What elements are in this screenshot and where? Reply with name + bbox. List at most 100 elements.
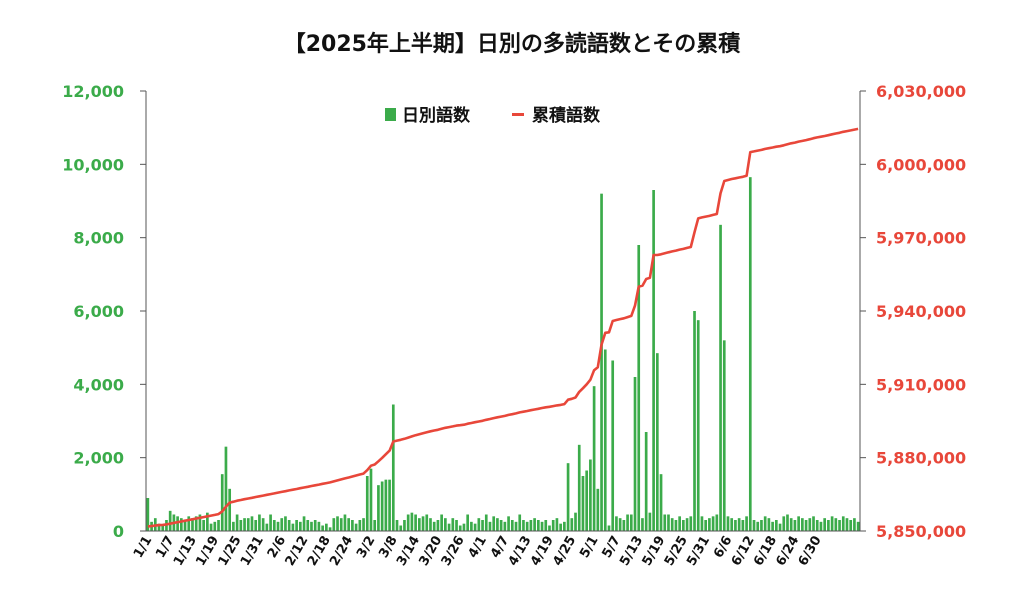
daily-words-bar (678, 516, 681, 531)
daily-words-bar (659, 474, 663, 531)
daily-words-bar (351, 520, 354, 531)
daily-words-bar (633, 377, 637, 531)
daily-words-bar (522, 520, 525, 531)
daily-words-bar (313, 520, 317, 531)
daily-words-bar (726, 516, 730, 531)
daily-words-bar (455, 520, 458, 531)
daily-words-bar (347, 518, 351, 531)
daily-words-bar (704, 520, 708, 531)
x-tick-label: 3/26 (439, 534, 468, 569)
daily-words-bar (339, 518, 343, 531)
daily-words-bar (585, 470, 589, 531)
daily-words-bar (514, 521, 518, 531)
daily-words-bar (570, 518, 574, 531)
daily-words-bar (161, 525, 165, 531)
daily-words-bar (849, 520, 853, 531)
daily-words-bar (674, 520, 678, 531)
daily-words-bar (358, 520, 362, 531)
daily-words-bar (763, 516, 767, 531)
daily-words-bar (146, 498, 150, 531)
daily-words-bar (559, 523, 562, 531)
daily-words-bar (834, 518, 838, 531)
daily-words-bar (276, 521, 280, 531)
daily-words-bar (477, 518, 481, 531)
daily-words-bar (603, 349, 607, 531)
daily-words-bar (644, 432, 648, 531)
daily-words-bar (518, 514, 522, 531)
daily-words-bar (369, 468, 373, 531)
daily-words-bar (425, 514, 429, 531)
daily-words-bar (525, 521, 529, 531)
daily-words-bar (577, 444, 581, 531)
daily-words-bar (752, 520, 756, 531)
daily-words-bar (734, 520, 737, 531)
daily-words-bar (287, 520, 291, 531)
daily-words-bar (793, 520, 797, 531)
daily-words-bar (563, 521, 566, 531)
daily-words-bar (447, 523, 451, 531)
daily-words-bar (600, 193, 603, 531)
daily-words-bar (395, 520, 399, 531)
daily-words-bar (853, 518, 856, 531)
daily-words-bar (574, 512, 577, 531)
daily-words-bar (250, 516, 254, 531)
daily-words-bar (622, 520, 626, 531)
daily-words-bar (246, 518, 250, 531)
daily-words-bar (629, 514, 633, 531)
left-tick-label: 12,000 (62, 82, 124, 101)
daily-words-bar (336, 516, 339, 531)
left-tick-label: 10,000 (62, 155, 124, 174)
daily-words-bar (332, 518, 336, 531)
daily-words-bar (217, 520, 220, 531)
daily-words-bar (748, 177, 752, 531)
daily-words-bar (399, 525, 403, 531)
x-tick-label: 6/30 (796, 534, 825, 569)
daily-words-bar (321, 525, 324, 531)
daily-words-bar (503, 521, 507, 531)
daily-words-bar (265, 523, 269, 531)
daily-words-bar (298, 521, 302, 531)
daily-words-bar (767, 518, 771, 531)
daily-words-bar (815, 520, 819, 531)
daily-words-bar (540, 521, 544, 531)
legend: 日別語数 累積語数 (385, 105, 601, 126)
daily-words-bar (470, 521, 473, 531)
daily-words-bar (429, 518, 432, 531)
x-tick-label: 1/31 (238, 534, 267, 569)
right-tick-label: 5,940,000 (876, 302, 966, 321)
daily-words-bar (499, 520, 503, 531)
daily-words-bar (607, 525, 611, 531)
daily-words-bar (685, 518, 689, 531)
x-tick-label: 5/31 (684, 534, 713, 569)
axes (140, 90, 866, 532)
daily-words-bar (737, 518, 741, 531)
x-tick-label: 1/1 (131, 534, 155, 561)
daily-words-bar (555, 518, 559, 531)
right-tick-label: 6,030,000 (876, 82, 966, 101)
daily-words-bar (745, 516, 748, 531)
daily-words-bar (328, 527, 332, 531)
left-tick-label: 8,000 (73, 229, 124, 248)
daily-words-bar (183, 520, 187, 531)
daily-words-bar (838, 520, 841, 531)
daily-words-bar (507, 516, 510, 531)
right-tick-label: 5,850,000 (876, 522, 966, 541)
daily-words-bar (403, 520, 406, 531)
line-series (147, 127, 859, 528)
x-tick-label: 3/2 (354, 534, 378, 561)
daily-words-bar (280, 518, 284, 531)
daily-words-bar (652, 190, 655, 531)
daily-words-bar (830, 516, 834, 531)
daily-words-bar (648, 512, 652, 531)
daily-words-bar (451, 518, 455, 531)
chart-title: 【2025年上半期】日別の多読語数とその累積 (283, 32, 741, 57)
daily-words-bar (592, 386, 596, 531)
daily-words-bar (306, 520, 310, 531)
right-tick-label: 5,880,000 (876, 449, 966, 468)
daily-words-bar (295, 520, 298, 531)
daily-words-bar (191, 518, 194, 531)
daily-words-bar (715, 514, 719, 531)
daily-words-bar (209, 523, 213, 531)
daily-words-bar (819, 521, 823, 531)
daily-words-bar (391, 404, 395, 531)
